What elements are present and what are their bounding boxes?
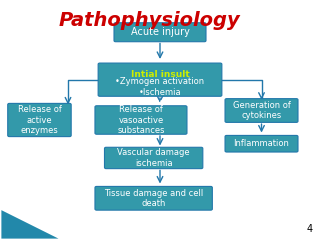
Polygon shape (1, 210, 59, 239)
Text: Acute injury: Acute injury (131, 27, 189, 37)
Text: •Zymogen activation
•Ischemia
•Duct obstruction: •Zymogen activation •Ischemia •Duct obst… (116, 77, 204, 107)
FancyBboxPatch shape (8, 103, 71, 137)
FancyBboxPatch shape (225, 135, 298, 152)
FancyBboxPatch shape (105, 147, 203, 169)
Text: Release of
vasoactive
substances: Release of vasoactive substances (117, 105, 165, 135)
FancyBboxPatch shape (95, 186, 212, 210)
Text: Inflammation: Inflammation (234, 139, 290, 148)
FancyBboxPatch shape (225, 99, 298, 122)
Text: Generation of
cytokines: Generation of cytokines (233, 101, 291, 120)
FancyBboxPatch shape (114, 23, 206, 42)
FancyBboxPatch shape (95, 106, 187, 134)
Text: Pathophysiology: Pathophysiology (59, 11, 240, 30)
Text: 4: 4 (306, 224, 312, 234)
Text: Release of
active
enzymes: Release of active enzymes (18, 105, 61, 135)
Text: Vascular damage
ischemia: Vascular damage ischemia (117, 148, 190, 168)
FancyBboxPatch shape (98, 63, 222, 96)
Text: Intial insult: Intial insult (131, 70, 189, 79)
Text: Tissue damage and cell
death: Tissue damage and cell death (104, 189, 203, 208)
